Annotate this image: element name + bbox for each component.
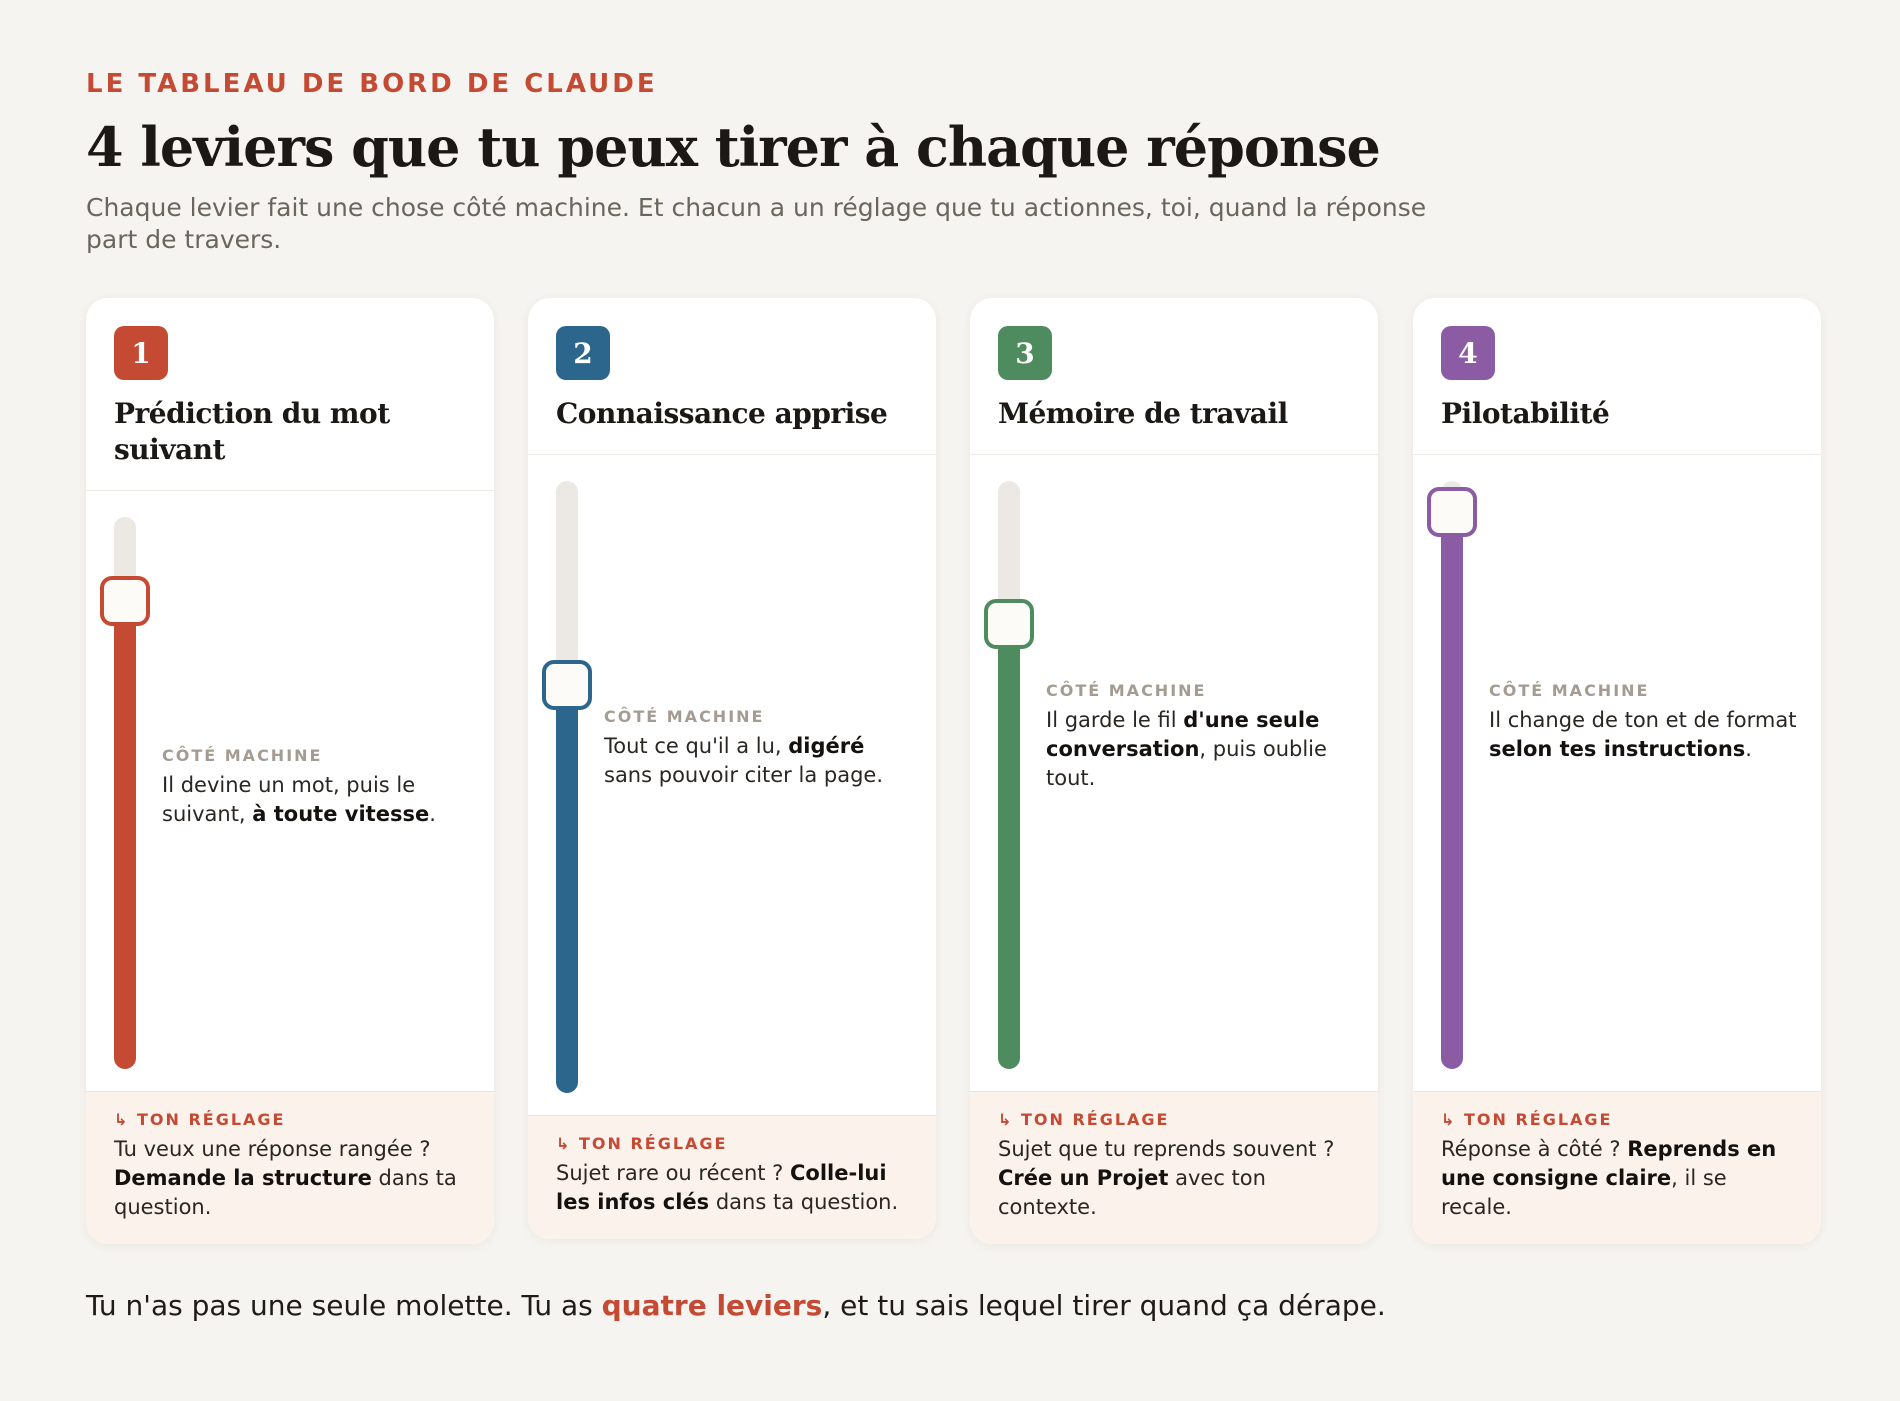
emphasis-text: Crée un Projet bbox=[998, 1166, 1169, 1190]
levers-grid: 1 Prédiction du mot suivant CÔTÉ MACHINE… bbox=[86, 298, 1821, 1248]
machine-text: Il garde le fil d'une seule conversation… bbox=[1046, 706, 1358, 793]
machine-info: CÔTÉ MACHINE Il devine un mot, puis le s… bbox=[162, 746, 474, 829]
reglage-text: Sujet que tu reprends souvent ? Crée un … bbox=[998, 1135, 1350, 1222]
slider-thumb[interactable] bbox=[1427, 487, 1477, 537]
slider-fill bbox=[1441, 516, 1463, 1069]
slider-track[interactable] bbox=[984, 481, 1034, 1069]
reglage-label: ↳ TON RÉGLAGE bbox=[114, 1110, 286, 1129]
machine-info: CÔTÉ MACHINE Il change de ton et de form… bbox=[1489, 681, 1801, 764]
machine-text: Il change de ton et de format selon tes … bbox=[1489, 706, 1801, 764]
card-header: 2 Connaissance apprise bbox=[528, 298, 936, 455]
lever-card-4: 4 Pilotabilité CÔTÉ MACHINE Il change de… bbox=[1413, 298, 1821, 1244]
number-badge: 4 bbox=[1441, 326, 1495, 380]
reglage-text: Sujet rare ou récent ? Colle-lui les inf… bbox=[556, 1159, 908, 1217]
text-run: . bbox=[1745, 737, 1752, 761]
slider-fill bbox=[556, 689, 578, 1093]
footer-after: , et tu sais lequel tirer quand ça dérap… bbox=[822, 1289, 1386, 1322]
machine-info: CÔTÉ MACHINE Il garde le fil d'une seule… bbox=[1046, 681, 1358, 793]
slider-zone: CÔTÉ MACHINE Il devine un mot, puis le s… bbox=[86, 491, 494, 1091]
lever-card-3: 3 Mémoire de travail CÔTÉ MACHINE Il gar… bbox=[970, 298, 1378, 1244]
slider-thumb[interactable] bbox=[984, 599, 1034, 649]
footer-text: Tu n'as pas une seule molette. Tu as qua… bbox=[86, 1288, 1386, 1324]
card-header: 1 Prédiction du mot suivant bbox=[86, 298, 494, 491]
text-run: dans ta question. bbox=[709, 1190, 899, 1214]
reglage-label: ↳ TON RÉGLAGE bbox=[1441, 1110, 1613, 1129]
text-run: Tu veux une réponse rangée ? bbox=[114, 1137, 431, 1161]
card-title: Pilotabilité bbox=[1441, 397, 1610, 430]
slider-zone: CÔTÉ MACHINE Tout ce qu'il a lu, digéré … bbox=[528, 455, 936, 1115]
text-run: . bbox=[429, 802, 436, 826]
machine-label: CÔTÉ MACHINE bbox=[1046, 681, 1207, 700]
text-run: avec ton contexte. bbox=[998, 1166, 1266, 1219]
lever-card-2: 2 Connaissance apprise CÔTÉ MACHINE Tout… bbox=[528, 298, 936, 1239]
dashboard-page: LE TABLEAU DE BORD DE CLAUDE 4 leviers q… bbox=[86, 68, 1821, 1244]
emphasis-text: selon tes instructions bbox=[1489, 737, 1746, 761]
slider-thumb[interactable] bbox=[542, 660, 592, 710]
emphasis-text: Reprends en une consigne claire bbox=[1441, 1137, 1777, 1190]
text-run: Il change de ton et de format bbox=[1489, 708, 1797, 732]
slider-fill bbox=[998, 628, 1020, 1069]
machine-label: CÔTÉ MACHINE bbox=[604, 707, 765, 726]
text-run: , il se recale. bbox=[1441, 1166, 1727, 1219]
eyebrow: LE TABLEAU DE BORD DE CLAUDE bbox=[86, 69, 658, 99]
card-header: 3 Mémoire de travail bbox=[970, 298, 1378, 455]
emphasis-text: d'une seule conversation bbox=[1046, 708, 1320, 761]
reglage-label: ↳ TON RÉGLAGE bbox=[998, 1110, 1170, 1129]
text-run: Sujet rare ou récent ? bbox=[556, 1161, 791, 1185]
reglage-panel: ↳ TON RÉGLAGE Sujet rare ou récent ? Col… bbox=[528, 1115, 936, 1239]
text-run: sans pouvoir citer la page. bbox=[604, 763, 883, 787]
page-subtitle: Chaque levier fait une chose côté machin… bbox=[86, 193, 1427, 254]
machine-label: CÔTÉ MACHINE bbox=[162, 746, 323, 765]
text-run: , puis oublie tout. bbox=[1046, 737, 1327, 790]
number-badge: 3 bbox=[998, 326, 1052, 380]
machine-label: CÔTÉ MACHINE bbox=[1489, 681, 1650, 700]
slider-zone: CÔTÉ MACHINE Il change de ton et de form… bbox=[1413, 455, 1821, 1091]
slider-fill bbox=[114, 605, 136, 1069]
machine-text: Tout ce qu'il a lu, digéré sans pouvoir … bbox=[604, 732, 916, 790]
text-run: dans ta question. bbox=[114, 1166, 457, 1219]
page-title: 4 leviers que tu peux tirer à chaque rép… bbox=[86, 115, 1381, 179]
emphasis-text: digéré bbox=[788, 734, 865, 758]
number-badge: 2 bbox=[556, 326, 610, 380]
reglage-text: Réponse à côté ? Reprends en une consign… bbox=[1441, 1135, 1793, 1222]
text-run: Tout ce qu'il a lu, bbox=[604, 734, 789, 758]
slider-zone: CÔTÉ MACHINE Il garde le fil d'une seule… bbox=[970, 455, 1378, 1091]
card-title: Prédiction du mot suivant bbox=[114, 397, 390, 466]
text-run: Il garde le fil bbox=[1046, 708, 1184, 732]
emphasis-text: à toute vitesse bbox=[252, 802, 430, 826]
lever-card-1: 1 Prédiction du mot suivant CÔTÉ MACHINE… bbox=[86, 298, 494, 1244]
number-badge: 1 bbox=[114, 326, 168, 380]
text-run: Réponse à côté ? bbox=[1441, 1137, 1628, 1161]
reglage-panel: ↳ TON RÉGLAGE Tu veux une réponse rangée… bbox=[86, 1091, 494, 1244]
slider-track[interactable] bbox=[100, 517, 150, 1069]
slider-track[interactable] bbox=[1427, 481, 1477, 1069]
machine-info: CÔTÉ MACHINE Tout ce qu'il a lu, digéré … bbox=[604, 707, 916, 790]
footer-before: Tu n'as pas une seule molette. Tu as bbox=[86, 1289, 602, 1322]
slider-track[interactable] bbox=[542, 481, 592, 1093]
reglage-panel: ↳ TON RÉGLAGE Réponse à côté ? Reprends … bbox=[1413, 1091, 1821, 1244]
card-title: Connaissance apprise bbox=[556, 397, 888, 430]
card-header: 4 Pilotabilité bbox=[1413, 298, 1821, 455]
slider-thumb[interactable] bbox=[100, 576, 150, 626]
card-title: Mémoire de travail bbox=[998, 397, 1288, 430]
machine-text: Il devine un mot, puis le suivant, à tou… bbox=[162, 771, 474, 829]
emphasis-text: Demande la structure bbox=[114, 1166, 372, 1190]
reglage-text: Tu veux une réponse rangée ? Demande la … bbox=[114, 1135, 466, 1222]
emphasis-text: Colle-lui les infos clés bbox=[556, 1161, 887, 1214]
reglage-label: ↳ TON RÉGLAGE bbox=[556, 1134, 728, 1153]
reglage-panel: ↳ TON RÉGLAGE Sujet que tu reprends souv… bbox=[970, 1091, 1378, 1244]
footer-accent: quatre leviers bbox=[601, 1289, 823, 1322]
text-run: Il devine un mot, puis le suivant, bbox=[162, 773, 416, 826]
text-run: Sujet que tu reprends souvent ? bbox=[998, 1137, 1335, 1161]
